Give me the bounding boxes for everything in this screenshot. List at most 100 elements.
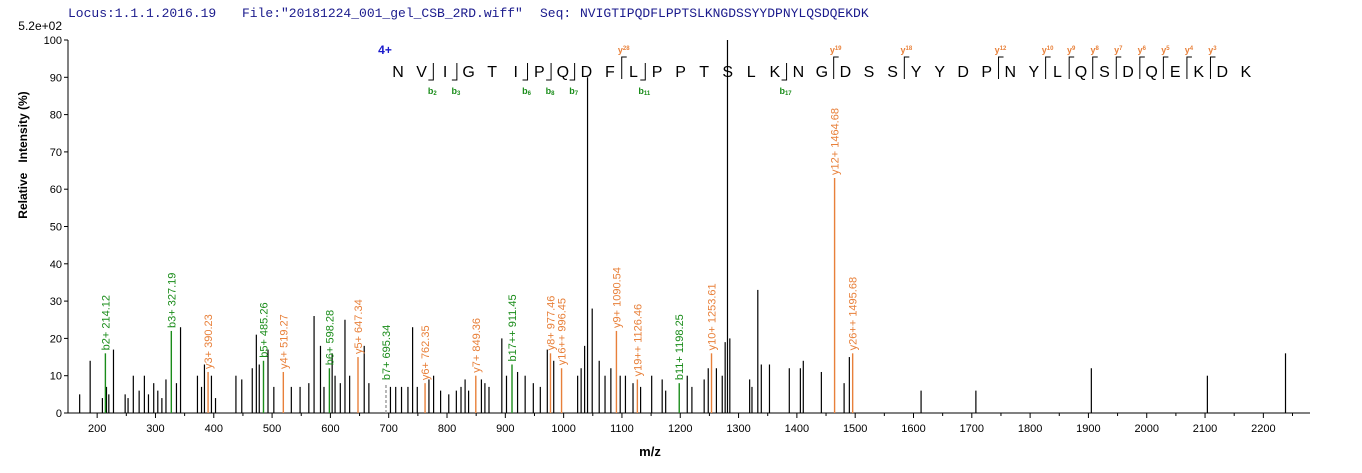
x-tick-label: 700 [380,423,398,435]
residue: N [793,64,805,81]
y-tick-label: 20 [50,333,62,345]
x-tick-label: 2200 [1251,423,1275,435]
y-tick-label: 60 [50,184,62,196]
sequence-layer: 4+N V I G T I P Q D F L P P T S L K N G D S S Y Y D P N Y L Q S D Q E K D Kb… [378,43,1251,97]
peak-label: b5+ 485.26 [258,302,270,357]
y-ion-marker: y19 [830,45,842,55]
y-ion-marker: y6 [1138,45,1147,55]
peak-label: y4+ 519.27 [278,314,290,369]
peak-label: y9+ 1090.54 [611,267,623,328]
y-ion-marker: y8 [1091,45,1100,55]
peak-label: y3+ 390.23 [203,314,215,369]
residue: G [816,64,828,81]
residue: D [1216,64,1228,81]
x-tick-label: 2000 [1134,423,1158,435]
residue: N [392,64,404,81]
residue: Y [934,64,945,81]
x-tick-label: 1500 [843,423,867,435]
peak-label: y10+ 1253.61 [707,283,719,350]
peak-label: y5+ 647.34 [353,299,365,354]
y-ion-marker: y10 [1042,45,1054,55]
y-ion-bracket [998,56,1004,79]
y-ion-marker: y18 [900,45,912,55]
y-ion-bracket [1092,56,1098,79]
x-tick-label: 900 [496,423,514,435]
peak-label: y12+ 1464.68 [830,108,842,175]
axes: 0 10 20 30 40 50 60 70 80 90 100 200 300 400 500 600 700… [44,35,1310,435]
b-ion-bracket [546,63,552,81]
x-tick-label: 1200 [668,423,692,435]
residue: L [1053,64,1062,81]
x-tick-label: 1100 [610,423,634,435]
y-tick-label: 80 [50,110,62,122]
residue: I [443,64,447,81]
residue: P [652,64,663,81]
y-tick-label: 100 [44,35,62,47]
residue: V [416,64,427,81]
peak-label: y26++ 1495.68 [848,277,860,350]
peak-label: b7+ 695.34 [381,325,393,380]
b-ion-bracket [522,63,529,81]
peak-label: b17++ 911.45 [507,294,519,361]
x-tick-label: 1300 [726,423,750,435]
peak-label: b11+ 1198.25 [674,314,686,380]
b-ion-marker: b8 [546,86,556,97]
y-ion-marker: y9 [1067,45,1076,55]
residue: L [629,64,638,81]
peak-label: b2+ 214.12 [100,295,112,350]
y-ion-bracket [1209,56,1216,79]
residue: Q [1075,64,1087,81]
ymax-label: 5.2e+02 [18,19,62,33]
y-ion-bracket [1186,56,1192,79]
y-tick-label: 30 [50,296,62,308]
residue: T [487,64,497,81]
residue: S [1099,64,1110,81]
y-ion-marker: y4 [1185,45,1194,55]
residue: D [1122,64,1134,81]
y-ion-bracket [621,56,627,79]
seq-text: NVIGTIPQDFLPPTSLKNGDSSYYDPNYLQSDQEKDK [580,6,869,21]
x-tick-label: 1800 [1018,423,1042,435]
annotation-layer: b2+ 214.12 b3+ 327.19 y3+ 390.23 b5+ 485.26… [100,108,860,413]
peak-label: y6+ 762.35 [420,325,432,380]
residue: G [462,64,474,81]
peak-label: b3+ 327.19 [166,273,178,328]
residue: P [675,64,686,81]
y-tick-label: 90 [50,72,62,84]
b-ion-bracket [451,63,458,81]
residue: D [840,64,852,81]
y-tick-label: 0 [56,408,62,420]
b-ion-marker: b2 [428,86,438,97]
residue: S [722,64,733,81]
residue: N [1005,64,1017,81]
peaks-layer [79,40,1287,413]
peak-label: y8+ 977.46 [545,296,557,351]
y-ion-marker: y5 [1161,45,1170,55]
b-ion-marker: b11 [638,86,651,97]
residue: T [699,64,709,81]
residue: K [769,64,780,81]
residue: Q [557,64,569,81]
x-tick-label: 500 [263,423,281,435]
y-ion-marker: y12 [995,45,1007,55]
y-ion-bracket [903,56,910,79]
b-ion-bracket [569,63,576,81]
x-tick-label: 1600 [901,423,925,435]
x-tick-label: 1400 [785,423,809,435]
y-ion-bracket [1139,56,1145,79]
y-ion-bracket [833,56,839,79]
residue: S [887,64,898,81]
charge-state: 4+ [378,43,392,57]
spectrum-header: Locus:1.1.1.2016.19 File:"20181224_001_g… [0,0,1362,24]
residue: D [581,64,593,81]
residue: K [1193,64,1204,81]
x-tick-label: 200 [88,423,106,435]
y-tick-label: 70 [50,147,62,159]
peak-label: y16++ 996.45 [557,298,569,365]
b-ion-marker: b6 [522,86,532,97]
y-ion-bracket [1115,56,1122,79]
b-ion-bracket [640,63,646,81]
x-axis-label: m/z [639,444,661,459]
b-ion-bracket [428,63,434,81]
x-tick-label: 1000 [551,423,575,435]
